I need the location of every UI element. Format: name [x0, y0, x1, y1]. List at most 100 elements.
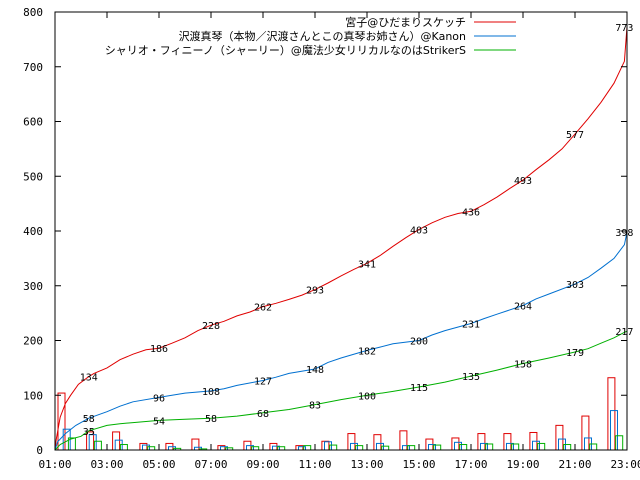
- bar-series-3: [511, 443, 520, 451]
- y-tick-label: 700: [23, 61, 43, 74]
- data-label-series-1: 436: [462, 207, 480, 218]
- data-label-series-1: 403: [410, 225, 428, 236]
- data-label-series-3: 54: [153, 416, 165, 427]
- axes-layer: 0 100 200 300 400 500 600 700 800 01:00 03:00 05:00…: [23, 6, 640, 471]
- data-label-series-1: 228: [202, 321, 220, 332]
- x-tick-label: 07:00: [194, 458, 227, 471]
- data-label-series-1: 773: [615, 23, 633, 34]
- data-label-series-2: 96: [153, 393, 165, 404]
- labels-layer: 134 186 228 262 293 341 403 436 493 577 773 58 96 108…: [80, 23, 634, 438]
- bar-series-2: [376, 442, 384, 451]
- bar-series-1: [191, 438, 200, 451]
- bar-series-3: [119, 444, 128, 451]
- bar-series-1: [139, 442, 148, 451]
- bar-series-3: [537, 442, 546, 451]
- y-tick-label: 800: [23, 6, 43, 19]
- data-label-series-3: 115: [410, 383, 428, 394]
- x-tick-label: 17:00: [454, 458, 487, 471]
- y-tick-label: 300: [23, 280, 43, 293]
- line-series-1: [54, 26, 628, 451]
- bar-series-2: [402, 445, 410, 451]
- data-label-series-3: 58: [205, 414, 217, 425]
- data-label-series-1: 134: [80, 373, 98, 384]
- y-tick-label: 200: [23, 335, 43, 348]
- x-tick-label: 21:00: [558, 458, 591, 471]
- x-tick-label: 09:00: [246, 458, 279, 471]
- bar-series-3: [459, 444, 468, 451]
- bar-series-3: [329, 444, 338, 451]
- data-label-series-1: 262: [254, 303, 272, 314]
- data-label-series-3: 135: [462, 372, 480, 383]
- bar-series-3: [93, 440, 102, 451]
- plot-frame: [54, 11, 628, 451]
- x-tick-label: 03:00: [90, 458, 123, 471]
- data-label-series-2: 231: [462, 320, 480, 331]
- data-label-series-3: 83: [309, 401, 321, 412]
- legend-label-series-3: シャリオ・フィニーノ（シャーリー）@魔法少女リリカルなのはStrikerS: [105, 43, 466, 57]
- bar-series-1: [347, 433, 356, 451]
- lines-layer: [54, 26, 628, 451]
- bar-series-2: [350, 442, 358, 451]
- x-tick-label: 23:00: [610, 458, 640, 471]
- data-label-series-1: 293: [306, 286, 324, 297]
- data-label-series-2: 200: [410, 337, 428, 348]
- bar-series-1: [581, 415, 590, 451]
- data-label-series-3: 100: [358, 391, 376, 402]
- data-label-series-2: 148: [306, 365, 324, 376]
- bar-series-1: [269, 442, 278, 451]
- bar-series-1: [477, 433, 486, 451]
- y-tick-label: 100: [23, 389, 43, 402]
- bar-series-3: [381, 445, 390, 451]
- x-tick-label: 11:00: [298, 458, 331, 471]
- bar-series-1: [399, 430, 408, 451]
- x-tick-label: 19:00: [506, 458, 539, 471]
- data-label-series-2: 264: [514, 301, 532, 312]
- bar-series-1: [373, 434, 382, 451]
- bar-series-2: [532, 440, 540, 451]
- bar-series-3: [407, 445, 416, 451]
- data-label-series-3: 217: [615, 327, 633, 338]
- x-tick-label: 13:00: [350, 458, 383, 471]
- bar-series-1: [112, 431, 121, 451]
- bar-series-3: [355, 445, 364, 451]
- legend-label-series-2: 沢渡真琴（本物／沢渡さんとこの真琴お姉さん）@Kanon: [179, 29, 466, 43]
- bar-series-2: [114, 439, 123, 451]
- data-label-series-1: 341: [358, 259, 376, 270]
- data-label-series-2: 58: [83, 414, 95, 425]
- bar-series-2: [142, 444, 150, 451]
- y-tick-label: 500: [23, 170, 43, 183]
- y-tick-label: 0: [36, 444, 43, 457]
- data-label-series-1: 577: [566, 130, 584, 141]
- bar-series-3: [589, 443, 598, 451]
- legend: 宮子@ひだまりスケッチ沢渡真琴（本物／沢渡さんとこの真琴お姉さん）@Kanonシ…: [105, 15, 516, 57]
- bar-series-1: [607, 377, 616, 451]
- bar-series-3: [433, 444, 442, 451]
- data-label-series-1: 186: [150, 344, 168, 355]
- x-tick-label: 15:00: [402, 458, 435, 471]
- bar-series-3: [563, 444, 572, 451]
- x-tick-label: 05:00: [142, 458, 175, 471]
- data-label-series-1: 493: [514, 176, 532, 187]
- bar-series-1: [555, 424, 564, 451]
- legend-label-series-1: 宮子@ひだまりスケッチ: [345, 15, 466, 29]
- bar-series-1: [321, 440, 330, 451]
- data-label-series-2: 108: [202, 387, 220, 398]
- bar-series-1: [451, 437, 460, 451]
- bar-series-2: [324, 441, 332, 451]
- data-label-series-3: 68: [257, 409, 269, 420]
- line-series-3: [54, 330, 628, 451]
- data-label-series-3: 35: [83, 427, 95, 438]
- bar-series-2: [454, 441, 462, 451]
- line-series-2: [54, 231, 628, 451]
- data-label-series-2: 303: [566, 280, 584, 291]
- x-tick-label: 01:00: [38, 458, 71, 471]
- bar-series-3: [485, 443, 494, 451]
- bar-series-3: [615, 435, 624, 451]
- data-label-series-3: 179: [566, 348, 584, 359]
- bar-series-2: [610, 410, 618, 451]
- data-label-series-2: 127: [254, 376, 272, 387]
- data-label-series-3: 158: [514, 359, 532, 370]
- bars-layer: [57, 377, 624, 451]
- y-tick-label: 400: [23, 225, 43, 238]
